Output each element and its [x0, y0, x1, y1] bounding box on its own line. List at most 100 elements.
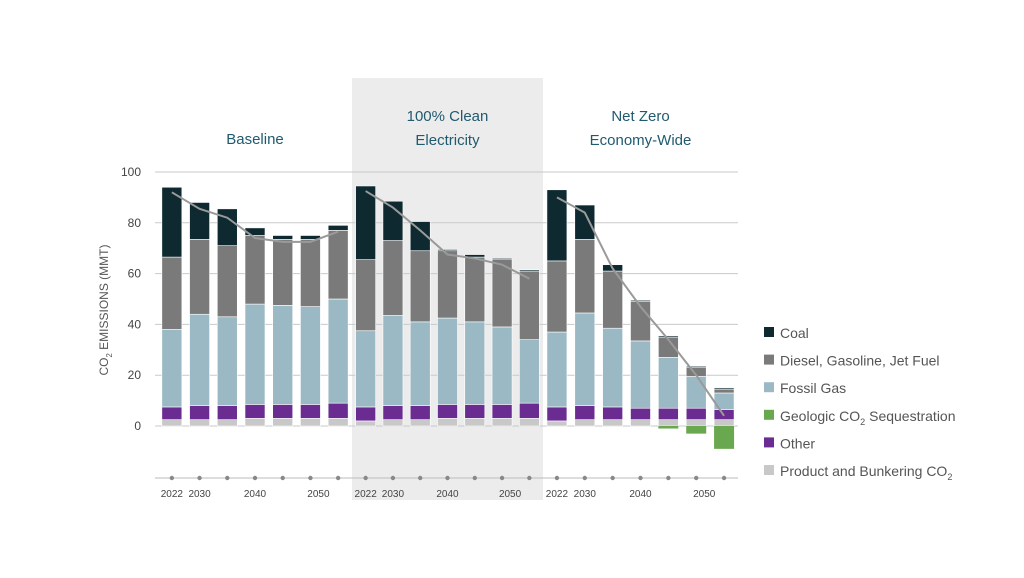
trend-line	[365, 190, 530, 280]
bar-segment-other	[327, 402, 349, 419]
legend-swatch-coal	[764, 327, 774, 337]
legend-label-diesel: Diesel, Gasoline, Jet Fuel	[780, 353, 940, 369]
bar-segment-product	[464, 418, 486, 427]
x-tick-label: 2040	[629, 489, 652, 500]
x-tick-dot	[252, 475, 258, 481]
x-tick-label: 2030	[382, 489, 405, 500]
scenario-title: Net Zero	[611, 108, 669, 125]
bar-segment-other	[189, 405, 210, 420]
bar-segment-gas	[491, 326, 513, 405]
x-tick-dot	[418, 475, 423, 481]
bar-segment-other	[630, 407, 651, 420]
legend-label-gas: Fossil Gas	[780, 380, 846, 396]
bar-segment-diesel	[546, 260, 568, 333]
bar-segment-product	[355, 420, 376, 427]
bar-segment-diesel	[216, 245, 238, 318]
bar-segment-product	[491, 418, 513, 427]
y-tick-label: 100	[121, 165, 141, 179]
bar-segment-gas	[685, 376, 707, 409]
bar-segment-gas	[244, 303, 266, 405]
bar-segment-coal	[409, 221, 431, 252]
bar-segment-product	[382, 419, 404, 427]
bar-segment-coal	[327, 225, 349, 231]
bar-segment-product	[244, 418, 266, 427]
x-tick-label: 2040	[436, 489, 459, 500]
x-tick-label: 2022	[355, 489, 378, 500]
x-tick-label: 2022	[161, 489, 184, 500]
legend: Coal Diesel, Gasoline, Jet Fuel Fossil Gas…	[764, 325, 956, 482]
x-tick-dot	[335, 475, 341, 481]
bar-segment-gas	[161, 329, 183, 408]
bar-segment-diesel	[574, 239, 596, 314]
bar-segment-coal	[546, 189, 568, 262]
bar-segment-diesel	[464, 256, 486, 323]
x-tick-dot	[225, 475, 230, 481]
y-axis-label: CO2 EMISSIONS (MMT)	[97, 244, 114, 375]
bar-segment-other	[409, 405, 431, 420]
bar-segment-gas	[300, 306, 321, 405]
bar-segment-gas	[355, 330, 376, 408]
bar-segment-product	[602, 419, 623, 427]
bar-segment-coal	[685, 366, 707, 368]
bar-segment-coal	[216, 208, 238, 246]
bar-segment-product	[216, 419, 238, 427]
bar-segment-gas	[602, 327, 623, 408]
bar-segment-diesel	[161, 256, 183, 330]
bar-segment-diesel	[382, 240, 404, 316]
x-tick-label: 2040	[244, 489, 267, 500]
x-tick-label: 2050	[693, 489, 716, 500]
legend-label-coal: Coal	[780, 325, 809, 341]
x-tick-dot	[527, 475, 532, 481]
x-tick-dot	[694, 475, 699, 481]
bar-segment-diesel	[437, 250, 458, 319]
bar-segment-other	[574, 405, 596, 420]
bar-segment-coal	[272, 235, 294, 240]
y-tick-label: 20	[128, 368, 142, 382]
bar-segment-other	[658, 407, 679, 420]
bar-segment-diesel	[519, 270, 540, 340]
bar-segment-product	[658, 419, 679, 427]
bar-segment-coal	[355, 185, 376, 260]
scenario-title: Economy-Wide	[590, 132, 692, 149]
x-tick-label: 2022	[546, 489, 569, 500]
x-tick-label: 2030	[188, 489, 211, 500]
trend-lines	[171, 190, 725, 417]
bar-segment-diesel	[409, 250, 431, 323]
x-tick-dot	[363, 475, 368, 481]
bar-segment-coal	[658, 335, 679, 338]
bar-segment-product	[437, 418, 458, 427]
bar-segment-coal	[630, 299, 651, 302]
bar-segment-diesel	[300, 239, 321, 307]
bar-segment-coal	[519, 269, 540, 272]
legend-label-other: Other	[780, 435, 815, 451]
bar-segment-diesel	[713, 388, 735, 394]
bar-segment-gas	[519, 339, 540, 404]
bar-segment-other	[464, 404, 486, 419]
legend-swatch-diesel	[764, 354, 774, 365]
y-tick-label: 40	[128, 317, 142, 331]
scenario-title: Electricity	[415, 132, 480, 149]
x-tick-label: 2050	[499, 489, 522, 500]
bar-segment-coal	[161, 186, 183, 258]
trend-line	[556, 196, 725, 417]
x-tick-dot	[638, 475, 643, 481]
bar-segment-coal	[574, 204, 596, 240]
bar-segment-product	[713, 419, 735, 427]
bar-segment-product	[161, 419, 183, 427]
stacked-bars	[161, 185, 735, 449]
bar-segment-coal	[437, 249, 458, 252]
bar-segment-geo	[714, 426, 735, 449]
legend-swatch-geo	[764, 409, 774, 420]
x-tick-dot	[554, 475, 560, 481]
x-tick-dot	[280, 475, 285, 481]
bar-segment-geo	[686, 426, 707, 434]
bar-segment-geo	[658, 426, 679, 429]
y-tick-label: 80	[128, 216, 142, 230]
x-tick-label: 2030	[574, 489, 597, 500]
bar-segment-other	[161, 406, 183, 420]
bar-segment-other	[300, 404, 321, 419]
bar-segment-product	[519, 418, 540, 427]
bar-segment-product	[409, 419, 431, 427]
